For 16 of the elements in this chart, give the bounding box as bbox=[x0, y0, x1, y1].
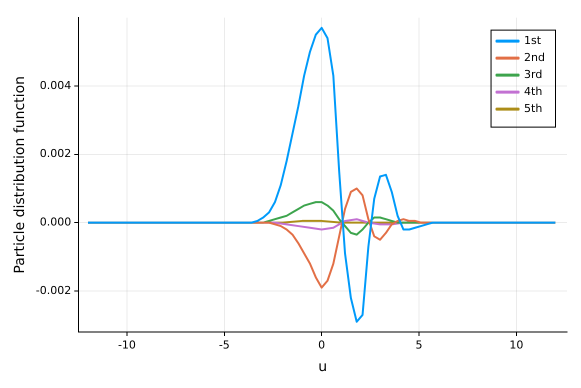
legend-label: 2nd bbox=[524, 50, 545, 64]
y-axis-title: Particle distribution function bbox=[12, 76, 28, 274]
y-tick-label: 0.000 bbox=[40, 216, 72, 229]
x-tick-label: -5 bbox=[218, 338, 230, 352]
y-tick-label: -0.002 bbox=[36, 284, 72, 297]
y-tick-label: 0.002 bbox=[40, 147, 72, 160]
legend-label: 1st bbox=[524, 34, 542, 47]
x-tick-label: 0 bbox=[318, 338, 326, 352]
legend-label: 4th bbox=[524, 84, 542, 98]
x-tick-label: -10 bbox=[118, 338, 136, 352]
x-tick-label: 5 bbox=[416, 338, 423, 352]
legend-label: 3rd bbox=[524, 68, 542, 81]
x-tick-label: 10 bbox=[509, 338, 524, 352]
x-axis-title: u bbox=[318, 359, 328, 376]
legend-label: 5th bbox=[524, 102, 542, 115]
y-tick-label: 0.004 bbox=[40, 78, 72, 92]
